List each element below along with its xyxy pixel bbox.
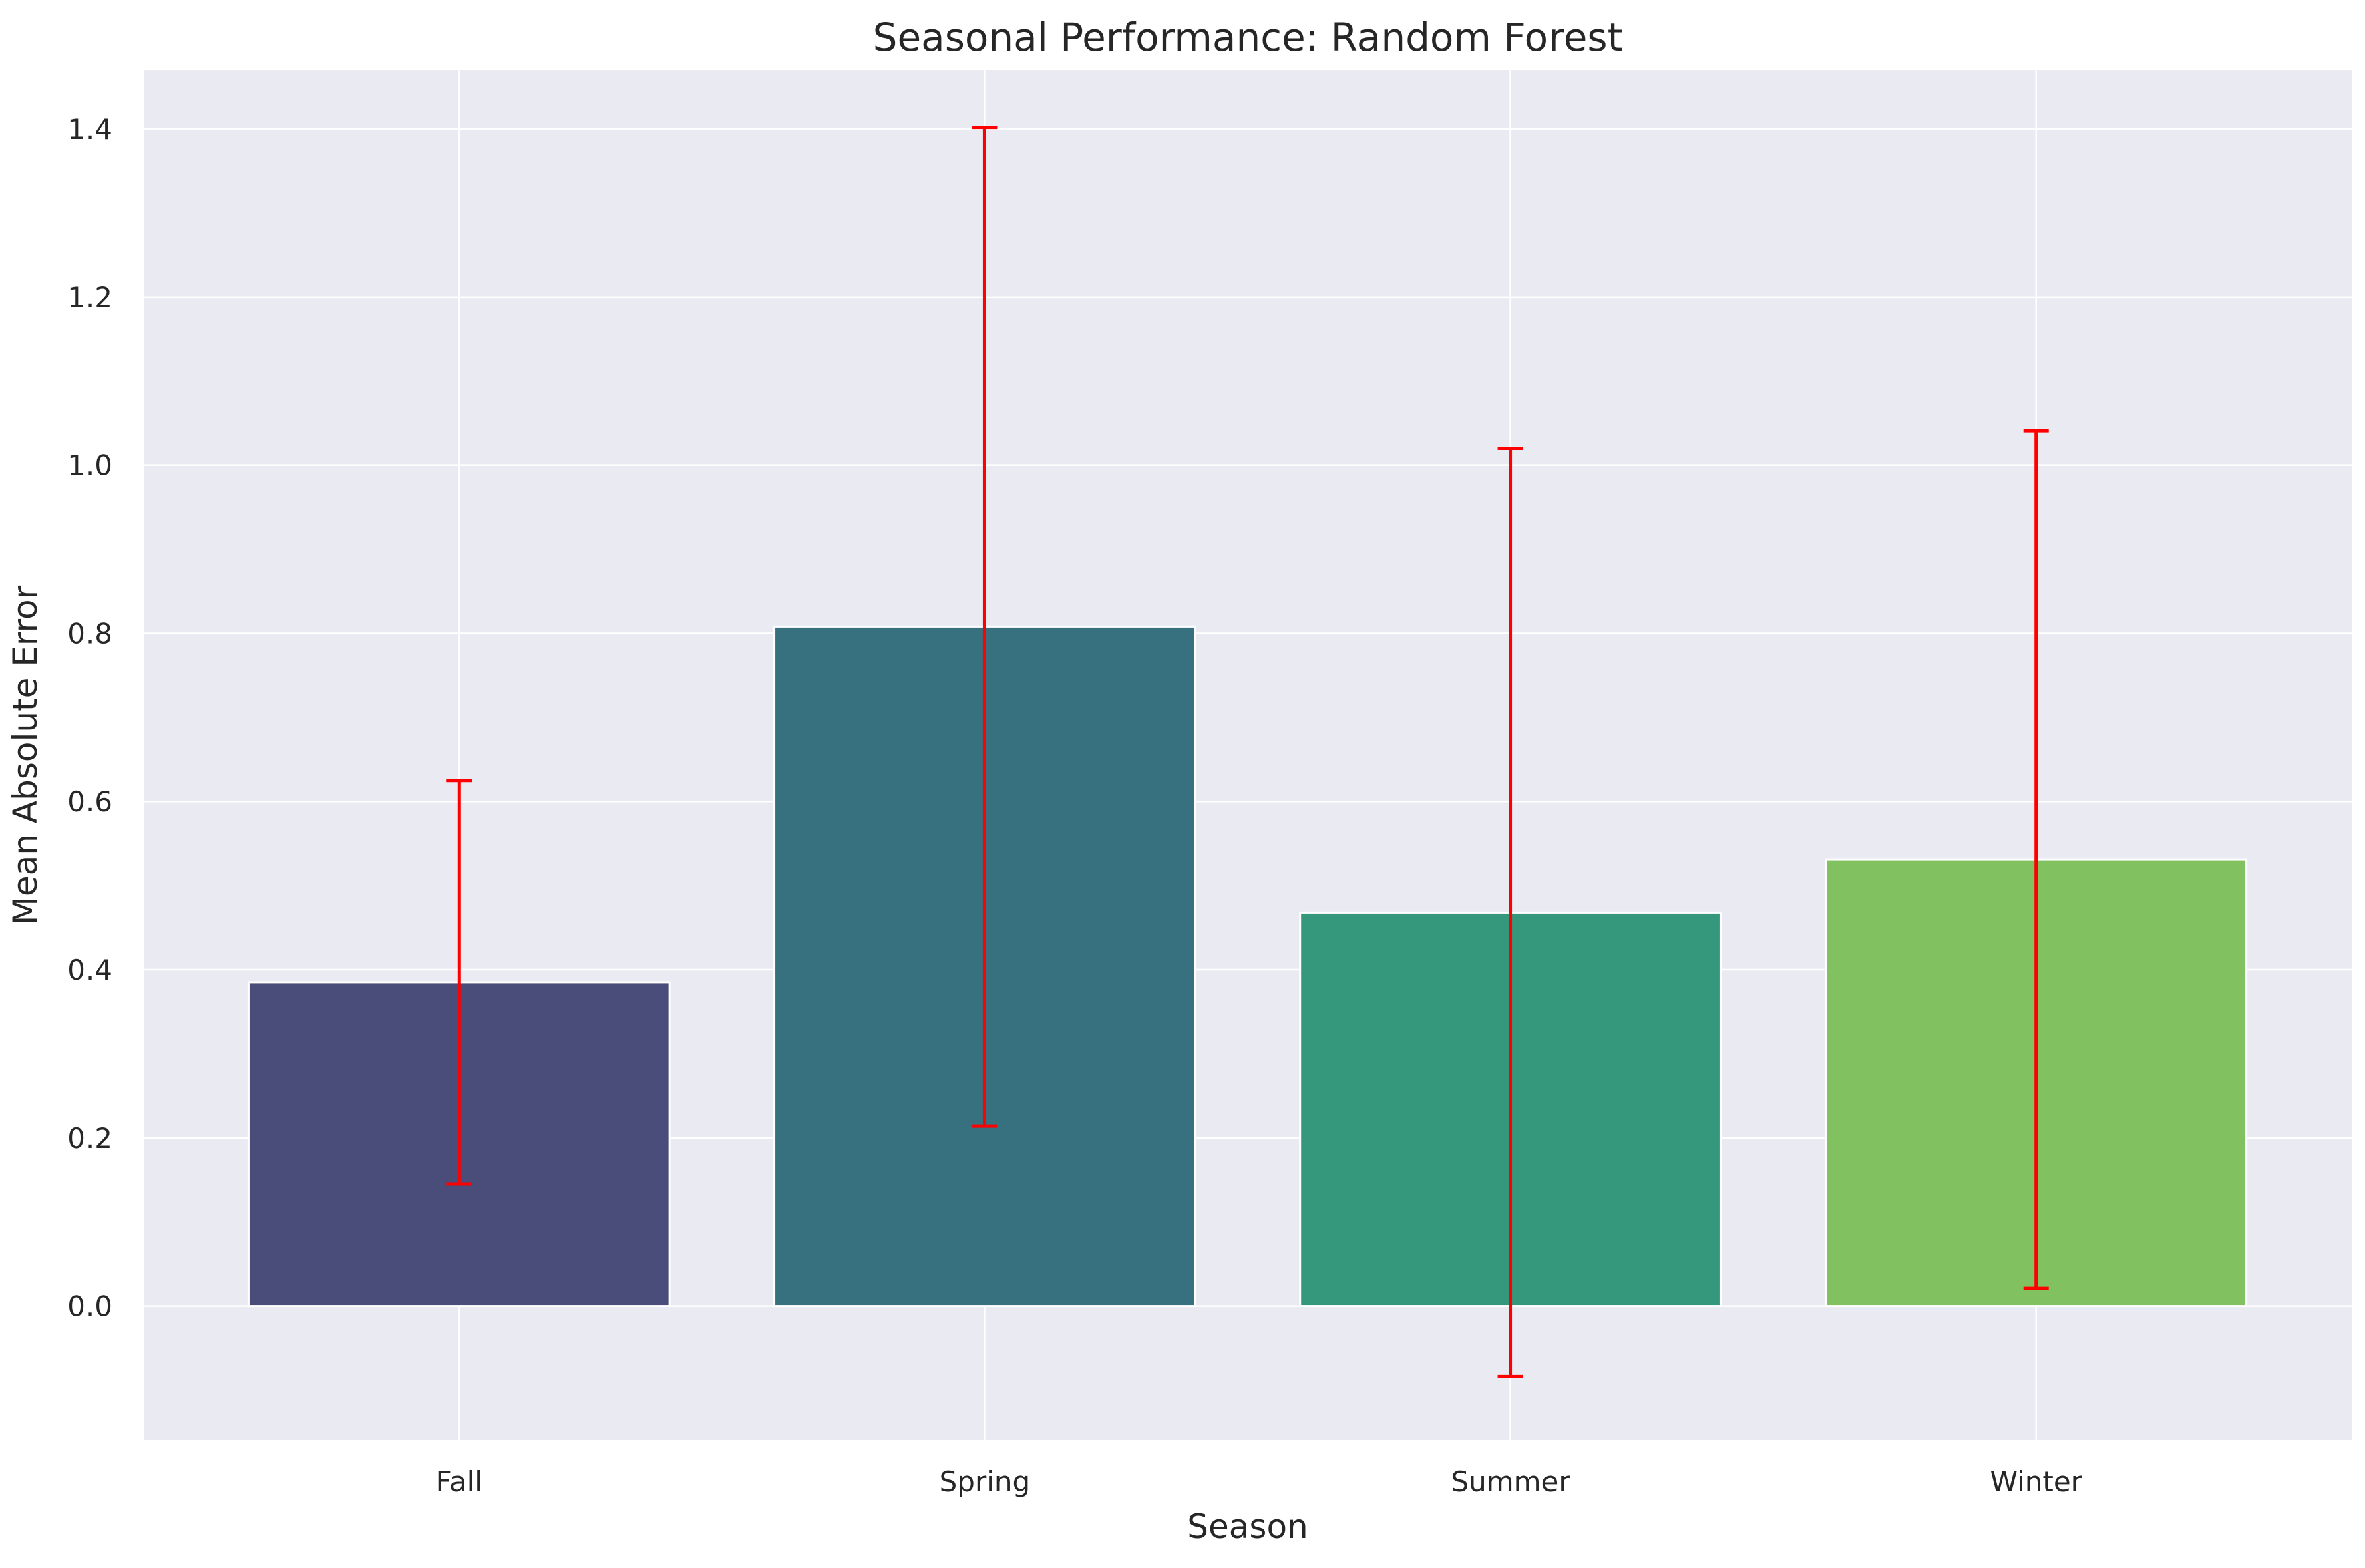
x-tick-label: Spring (940, 1465, 1031, 1498)
x-tick-label: Winter (1990, 1465, 2082, 1498)
error-bar-summer (1497, 447, 1523, 1378)
y-tick-label: 0.8 (67, 617, 112, 650)
y-tick-label: 1.0 (67, 449, 112, 482)
chart-title: Seasonal Performance: Random Forest (873, 15, 1623, 60)
bars (247, 625, 2248, 1308)
y-tick-label: 0.4 (67, 954, 112, 986)
error-bars (446, 126, 2049, 1378)
y-tick-label: 0.0 (67, 1290, 112, 1323)
x-tick-label: Fall (436, 1465, 482, 1498)
y-tick-label: 1.4 (67, 113, 112, 146)
y-tick-label: 1.2 (67, 281, 112, 314)
x-axis-ticks: Fall Spring Summer Winter (436, 1465, 2083, 1498)
y-tick-label: 0.2 (67, 1122, 112, 1155)
error-bar-fall (446, 779, 472, 1186)
error-bar-spring (972, 126, 998, 1128)
y-axis-ticks: 0.0 0.2 0.4 0.6 0.8 1.0 1.2 1.4 (67, 113, 112, 1322)
y-tick-label: 0.6 (67, 785, 112, 818)
x-tick-label: Summer (1451, 1465, 1570, 1498)
error-bar-winter (2023, 429, 2049, 1290)
y-axis-label: Mean Absolute Error (6, 585, 45, 925)
x-axis-label: Season (1187, 1507, 1308, 1546)
